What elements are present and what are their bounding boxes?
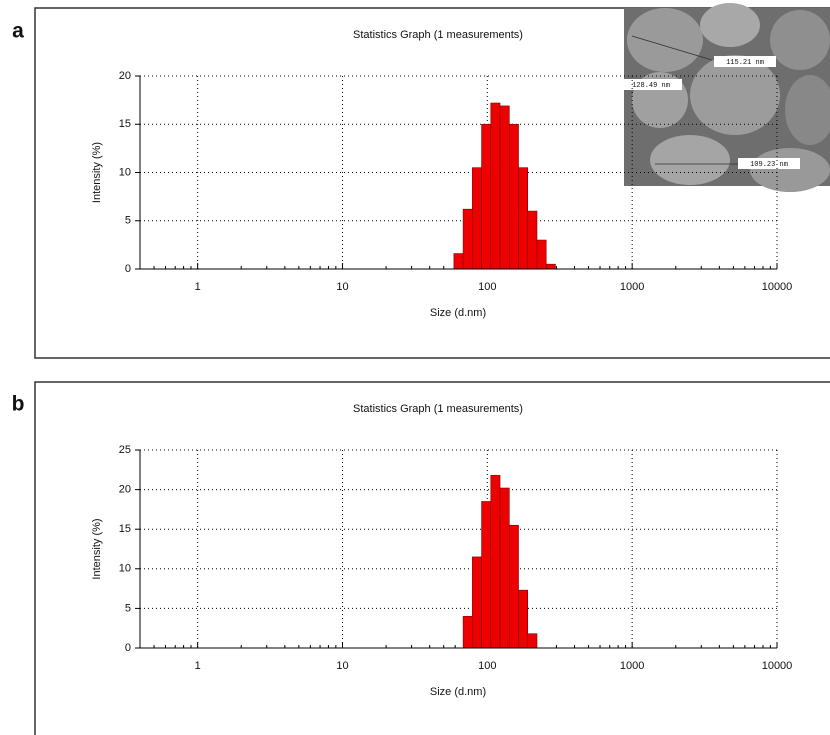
y-tick-label: 0 [125, 263, 131, 275]
bar [462, 208, 473, 270]
bar [462, 616, 473, 649]
x-tick-label: 10000 [762, 281, 793, 293]
x-tick-label: 1 [195, 660, 201, 672]
y-tick-label: 20 [119, 484, 131, 496]
y-tick-label: 15 [119, 118, 131, 130]
bar [508, 524, 519, 649]
inset-image [620, 3, 830, 192]
y-tick-label: 10 [119, 166, 131, 178]
bar [481, 123, 492, 270]
panel-label: a [12, 20, 24, 43]
bar [490, 475, 501, 649]
bar [536, 239, 547, 270]
bar [508, 123, 519, 270]
inset-label: 128.49 nm [632, 82, 670, 90]
inset-label: 115.21 nm [726, 59, 764, 67]
bar [518, 167, 529, 270]
y-tick-label: 15 [119, 523, 131, 535]
x-tick-label: 10 [336, 660, 348, 672]
inset-label: 109.23 nm [750, 161, 788, 169]
bar [527, 633, 538, 649]
panel-frame [34, 7, 830, 359]
y-tick-label: 25 [119, 444, 131, 456]
x-tick-label: 100 [478, 660, 496, 672]
bar [499, 105, 510, 270]
x-tick-label: 1000 [620, 660, 644, 672]
x-axis-label: Size (d.nm) [430, 307, 486, 319]
chart-title: Statistics Graph (1 measurements) [353, 403, 523, 415]
y-tick-label: 5 [125, 602, 131, 614]
y-tick-label: 0 [125, 642, 131, 654]
chart-title: Statistics Graph (1 measurements) [353, 29, 523, 41]
panel-frame [34, 381, 830, 735]
y-axis-label: Intensity (%) [91, 142, 103, 203]
bar [453, 253, 464, 270]
x-tick-label: 10000 [762, 660, 793, 672]
bar [472, 556, 482, 649]
bar [545, 263, 556, 270]
bar [499, 487, 510, 649]
panel-label: b [12, 393, 25, 416]
x-tick-label: 1 [195, 281, 201, 293]
x-tick-label: 1000 [620, 281, 644, 293]
x-tick-label: 10 [336, 281, 348, 293]
bar [481, 501, 492, 649]
y-axis-label: Intensity (%) [91, 518, 103, 579]
y-tick-label: 20 [119, 70, 131, 82]
bar [518, 589, 529, 649]
bar [527, 210, 538, 270]
y-tick-label: 10 [119, 563, 131, 575]
x-tick-label: 100 [478, 281, 496, 293]
bar [490, 102, 501, 270]
bar [472, 167, 482, 270]
x-axis-label: Size (d.nm) [430, 686, 486, 698]
y-tick-label: 5 [125, 215, 131, 227]
